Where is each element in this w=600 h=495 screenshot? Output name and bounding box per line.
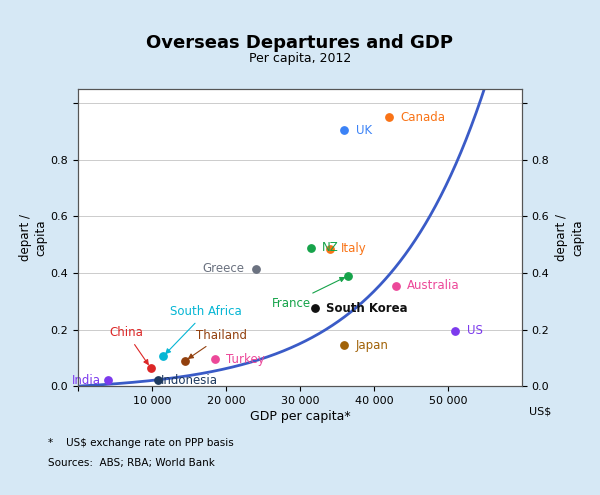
Point — [343, 272, 353, 280]
Text: Thailand: Thailand — [188, 329, 247, 358]
Point — [451, 327, 460, 335]
Point — [251, 265, 260, 273]
Text: India: India — [71, 374, 101, 387]
Point — [210, 355, 220, 363]
Text: Per capita, 2012: Per capita, 2012 — [249, 52, 351, 65]
Text: Overseas Departures and GDP: Overseas Departures and GDP — [146, 34, 454, 52]
Point — [391, 282, 401, 290]
Text: *    US$ exchange rate on PPP basis: * US$ exchange rate on PPP basis — [48, 438, 234, 448]
Point — [310, 304, 320, 312]
Text: China: China — [110, 327, 148, 364]
Text: Turkey: Turkey — [226, 353, 265, 366]
Y-axis label: depart /
capita: depart / capita — [19, 214, 48, 261]
Text: France: France — [272, 278, 344, 310]
Text: US: US — [467, 324, 482, 338]
Text: Sources:  ABS; RBA; World Bank: Sources: ABS; RBA; World Bank — [48, 458, 215, 468]
Text: Japan: Japan — [356, 339, 388, 351]
Text: Australia: Australia — [407, 279, 460, 292]
Y-axis label: depart /
capita: depart / capita — [555, 214, 584, 261]
Point — [307, 244, 316, 251]
Point — [103, 377, 112, 385]
Point — [384, 113, 394, 121]
Text: US$: US$ — [529, 407, 551, 417]
Text: South Africa: South Africa — [166, 305, 242, 353]
Text: Canada: Canada — [400, 111, 445, 124]
Text: Indonesia: Indonesia — [161, 374, 218, 387]
Point — [153, 377, 163, 385]
Point — [146, 364, 155, 372]
Text: Greece: Greece — [202, 262, 244, 275]
Point — [340, 126, 349, 134]
Point — [158, 352, 168, 360]
Text: UK: UK — [356, 124, 371, 137]
X-axis label: GDP per capita*: GDP per capita* — [250, 410, 350, 423]
Text: Italy: Italy — [341, 243, 367, 255]
Point — [181, 357, 190, 365]
Point — [340, 341, 349, 349]
Text: NZ: NZ — [322, 241, 339, 254]
Point — [325, 245, 334, 253]
Text: South Korea: South Korea — [326, 302, 407, 315]
